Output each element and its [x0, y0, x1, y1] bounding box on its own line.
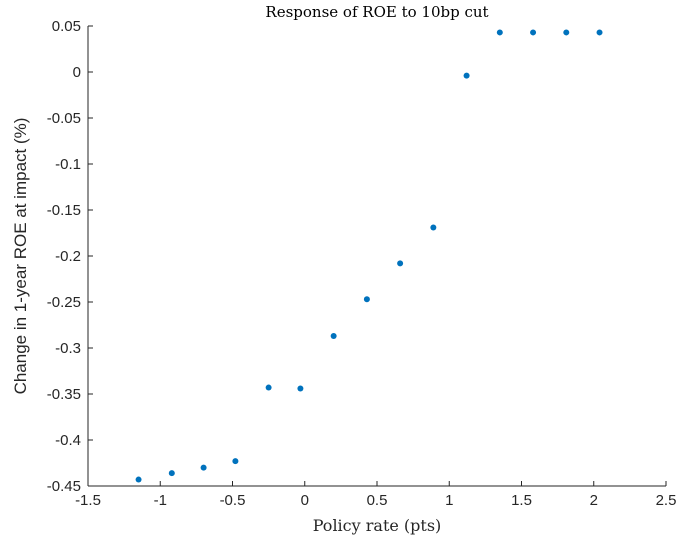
- plot-area: [88, 26, 666, 486]
- data-point: [330, 333, 337, 340]
- y-tick-labels: 0.05 0 -0.05 -0.1 -0.15 -0.2 -0.25 -0.3 -0.35 -0.…: [47, 18, 81, 495]
- x-tick-label: -0.5: [220, 492, 246, 509]
- x-axis-label: Policy rate (pts): [313, 516, 442, 535]
- x-tick-label: -1.5: [75, 492, 101, 509]
- chart-title: Response of ROE to 10bp cut: [265, 3, 488, 21]
- y-tick-label: -0.3: [55, 340, 81, 357]
- axes: [87, 25, 667, 487]
- y-tick-label: -0.15: [47, 202, 81, 219]
- y-tick-label: -0.45: [47, 478, 81, 495]
- y-tick-label: -0.35: [47, 386, 81, 403]
- data-points: [135, 29, 603, 483]
- x-tick-label: 2: [590, 492, 598, 509]
- x-tick-label: 0.5: [367, 492, 388, 509]
- data-point: [530, 29, 537, 36]
- x-tick-labels: -1.5 -1 -0.5 0 0.5 1 1.5 2 2.5: [75, 492, 676, 509]
- x-tick-label: 1.5: [511, 492, 532, 509]
- y-tick-label: 0: [73, 64, 81, 81]
- data-point: [363, 296, 370, 303]
- y-tick-label: -0.1: [55, 156, 81, 173]
- data-point: [135, 476, 142, 483]
- x-tick-label: -1: [154, 492, 167, 509]
- data-point: [596, 29, 603, 36]
- y-tick-label: -0.2: [55, 248, 81, 265]
- data-point: [297, 385, 304, 392]
- data-point: [265, 384, 272, 391]
- y-tick-label: -0.4: [55, 432, 81, 449]
- data-point: [168, 470, 175, 477]
- data-point: [232, 458, 239, 465]
- x-tick-label: 1: [445, 492, 453, 509]
- y-tick-label: 0.05: [52, 18, 81, 35]
- data-point: [463, 72, 470, 79]
- x-tick-label: 2.5: [656, 492, 677, 509]
- x-tick-label: 0: [301, 492, 309, 509]
- data-point: [496, 29, 503, 36]
- y-axis-label: Change in 1-year ROE at impact (%): [11, 118, 30, 395]
- data-point: [200, 464, 207, 471]
- data-point: [430, 224, 437, 231]
- data-point: [397, 260, 404, 267]
- y-tick-label: -0.25: [47, 294, 81, 311]
- y-tick-label: -0.05: [47, 110, 81, 127]
- data-point: [563, 29, 570, 36]
